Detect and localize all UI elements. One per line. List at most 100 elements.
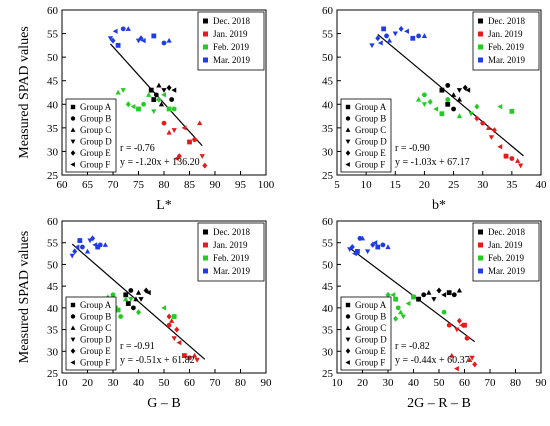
data-point	[197, 120, 203, 126]
data-point	[161, 305, 167, 311]
series-legend-label: Feb. 2019	[488, 253, 525, 263]
group-legend-marker	[70, 116, 76, 121]
data-point	[138, 297, 144, 302]
data-point	[491, 127, 497, 134]
correlation-text: r = -0.90	[395, 143, 430, 154]
data-point	[464, 335, 470, 341]
y-tick-label: 40	[322, 99, 334, 111]
group-legend-label: Group C	[80, 125, 111, 135]
x-tick-label: 20	[357, 377, 369, 389]
y-tick-label: 50	[322, 52, 334, 64]
group-legend-marker	[345, 337, 351, 343]
y-tick-label: 40	[322, 303, 334, 315]
data-point	[480, 120, 486, 126]
series-legend-marker	[203, 18, 208, 24]
x-axis-label: b*	[432, 198, 446, 213]
data-point	[171, 87, 177, 93]
data-point	[456, 88, 463, 93]
data-point	[427, 98, 433, 105]
group-legend-label: Group C	[355, 125, 386, 135]
data-point	[153, 92, 159, 98]
group-legend-marker	[345, 139, 351, 145]
group-legend-marker	[70, 360, 75, 365]
x-tick-label: 35	[506, 179, 518, 191]
group-legend-marker	[345, 325, 351, 330]
x-tick-label: 10	[57, 377, 69, 389]
data-point	[385, 291, 391, 298]
data-point	[161, 120, 167, 126]
x-tick-label: 100	[258, 179, 275, 191]
series-legend-label: Mar. 2019	[488, 266, 525, 276]
data-point	[171, 314, 177, 319]
data-point	[135, 289, 142, 295]
group-legend-marker	[345, 314, 351, 319]
data-point	[187, 355, 192, 361]
data-point	[72, 248, 78, 255]
x-tick-label: 50	[434, 377, 446, 389]
group-legend-marker	[345, 150, 351, 156]
x-tick-label: 80	[159, 179, 171, 191]
data-point	[156, 82, 162, 88]
group-legend-label: Group A	[80, 300, 112, 310]
data-point	[199, 154, 205, 159]
chart-panel-1: 60 65 70 75 80 85 90 95 100 25 30 35 40 45 50 55 60 L* Mea…	[17, 5, 275, 213]
data-point	[156, 96, 162, 103]
data-point	[517, 163, 524, 169]
data-point	[138, 35, 144, 42]
x-tick-label: 40	[536, 179, 548, 191]
series-legend-label: Feb. 2019	[488, 42, 525, 52]
correlation-text: r = -0.76	[120, 143, 155, 154]
x-tick-label: 70	[210, 377, 222, 389]
y-tick-label: 25	[47, 368, 59, 380]
data-point	[445, 97, 451, 102]
group-legend-label: Group F	[355, 358, 385, 368]
y-tick-label: 60	[47, 5, 59, 17]
data-point	[115, 42, 121, 48]
series-legend-marker	[478, 44, 483, 50]
data-point	[120, 26, 126, 32]
data-point	[390, 292, 396, 298]
x-tick-label: 30	[108, 377, 120, 389]
x-tick-label: 40	[408, 377, 420, 389]
y-tick-label: 25	[47, 170, 59, 182]
data-point	[456, 317, 462, 324]
data-point	[123, 296, 129, 302]
group-legend-label: Group E	[80, 346, 111, 356]
data-point	[375, 244, 381, 250]
y-tick-label: 35	[47, 325, 59, 337]
data-point	[441, 309, 447, 315]
data-point	[171, 106, 177, 112]
group-legend-box	[340, 98, 392, 173]
data-point	[385, 244, 391, 250]
series-legend-marker	[478, 229, 483, 235]
data-point	[384, 33, 389, 39]
data-point	[102, 242, 108, 247]
y-tick-label: 35	[322, 325, 334, 337]
series-legend-marker	[478, 255, 483, 261]
y-axis-label: Measured SPAD values	[17, 231, 32, 363]
data-point	[421, 292, 427, 298]
data-point	[451, 292, 457, 298]
data-point	[125, 101, 131, 108]
regression-line	[71, 243, 206, 360]
data-point	[158, 101, 165, 107]
data-point	[148, 87, 154, 93]
data-point	[181, 125, 187, 131]
series-legend-marker	[478, 31, 483, 37]
group-legend-label: Group A	[355, 102, 387, 112]
data-point	[398, 309, 404, 315]
data-point	[115, 307, 121, 313]
data-point	[398, 25, 404, 32]
data-point	[441, 292, 447, 298]
series-legend-marker	[203, 242, 208, 248]
data-point	[456, 287, 463, 293]
data-point	[110, 37, 116, 44]
y-tick-label: 40	[47, 99, 59, 111]
data-point	[107, 36, 114, 42]
group-legend-marker	[70, 337, 76, 343]
data-point	[74, 244, 80, 250]
data-point	[135, 309, 142, 316]
data-point	[462, 84, 468, 91]
data-point	[509, 156, 515, 161]
series-legend-marker	[478, 242, 483, 248]
